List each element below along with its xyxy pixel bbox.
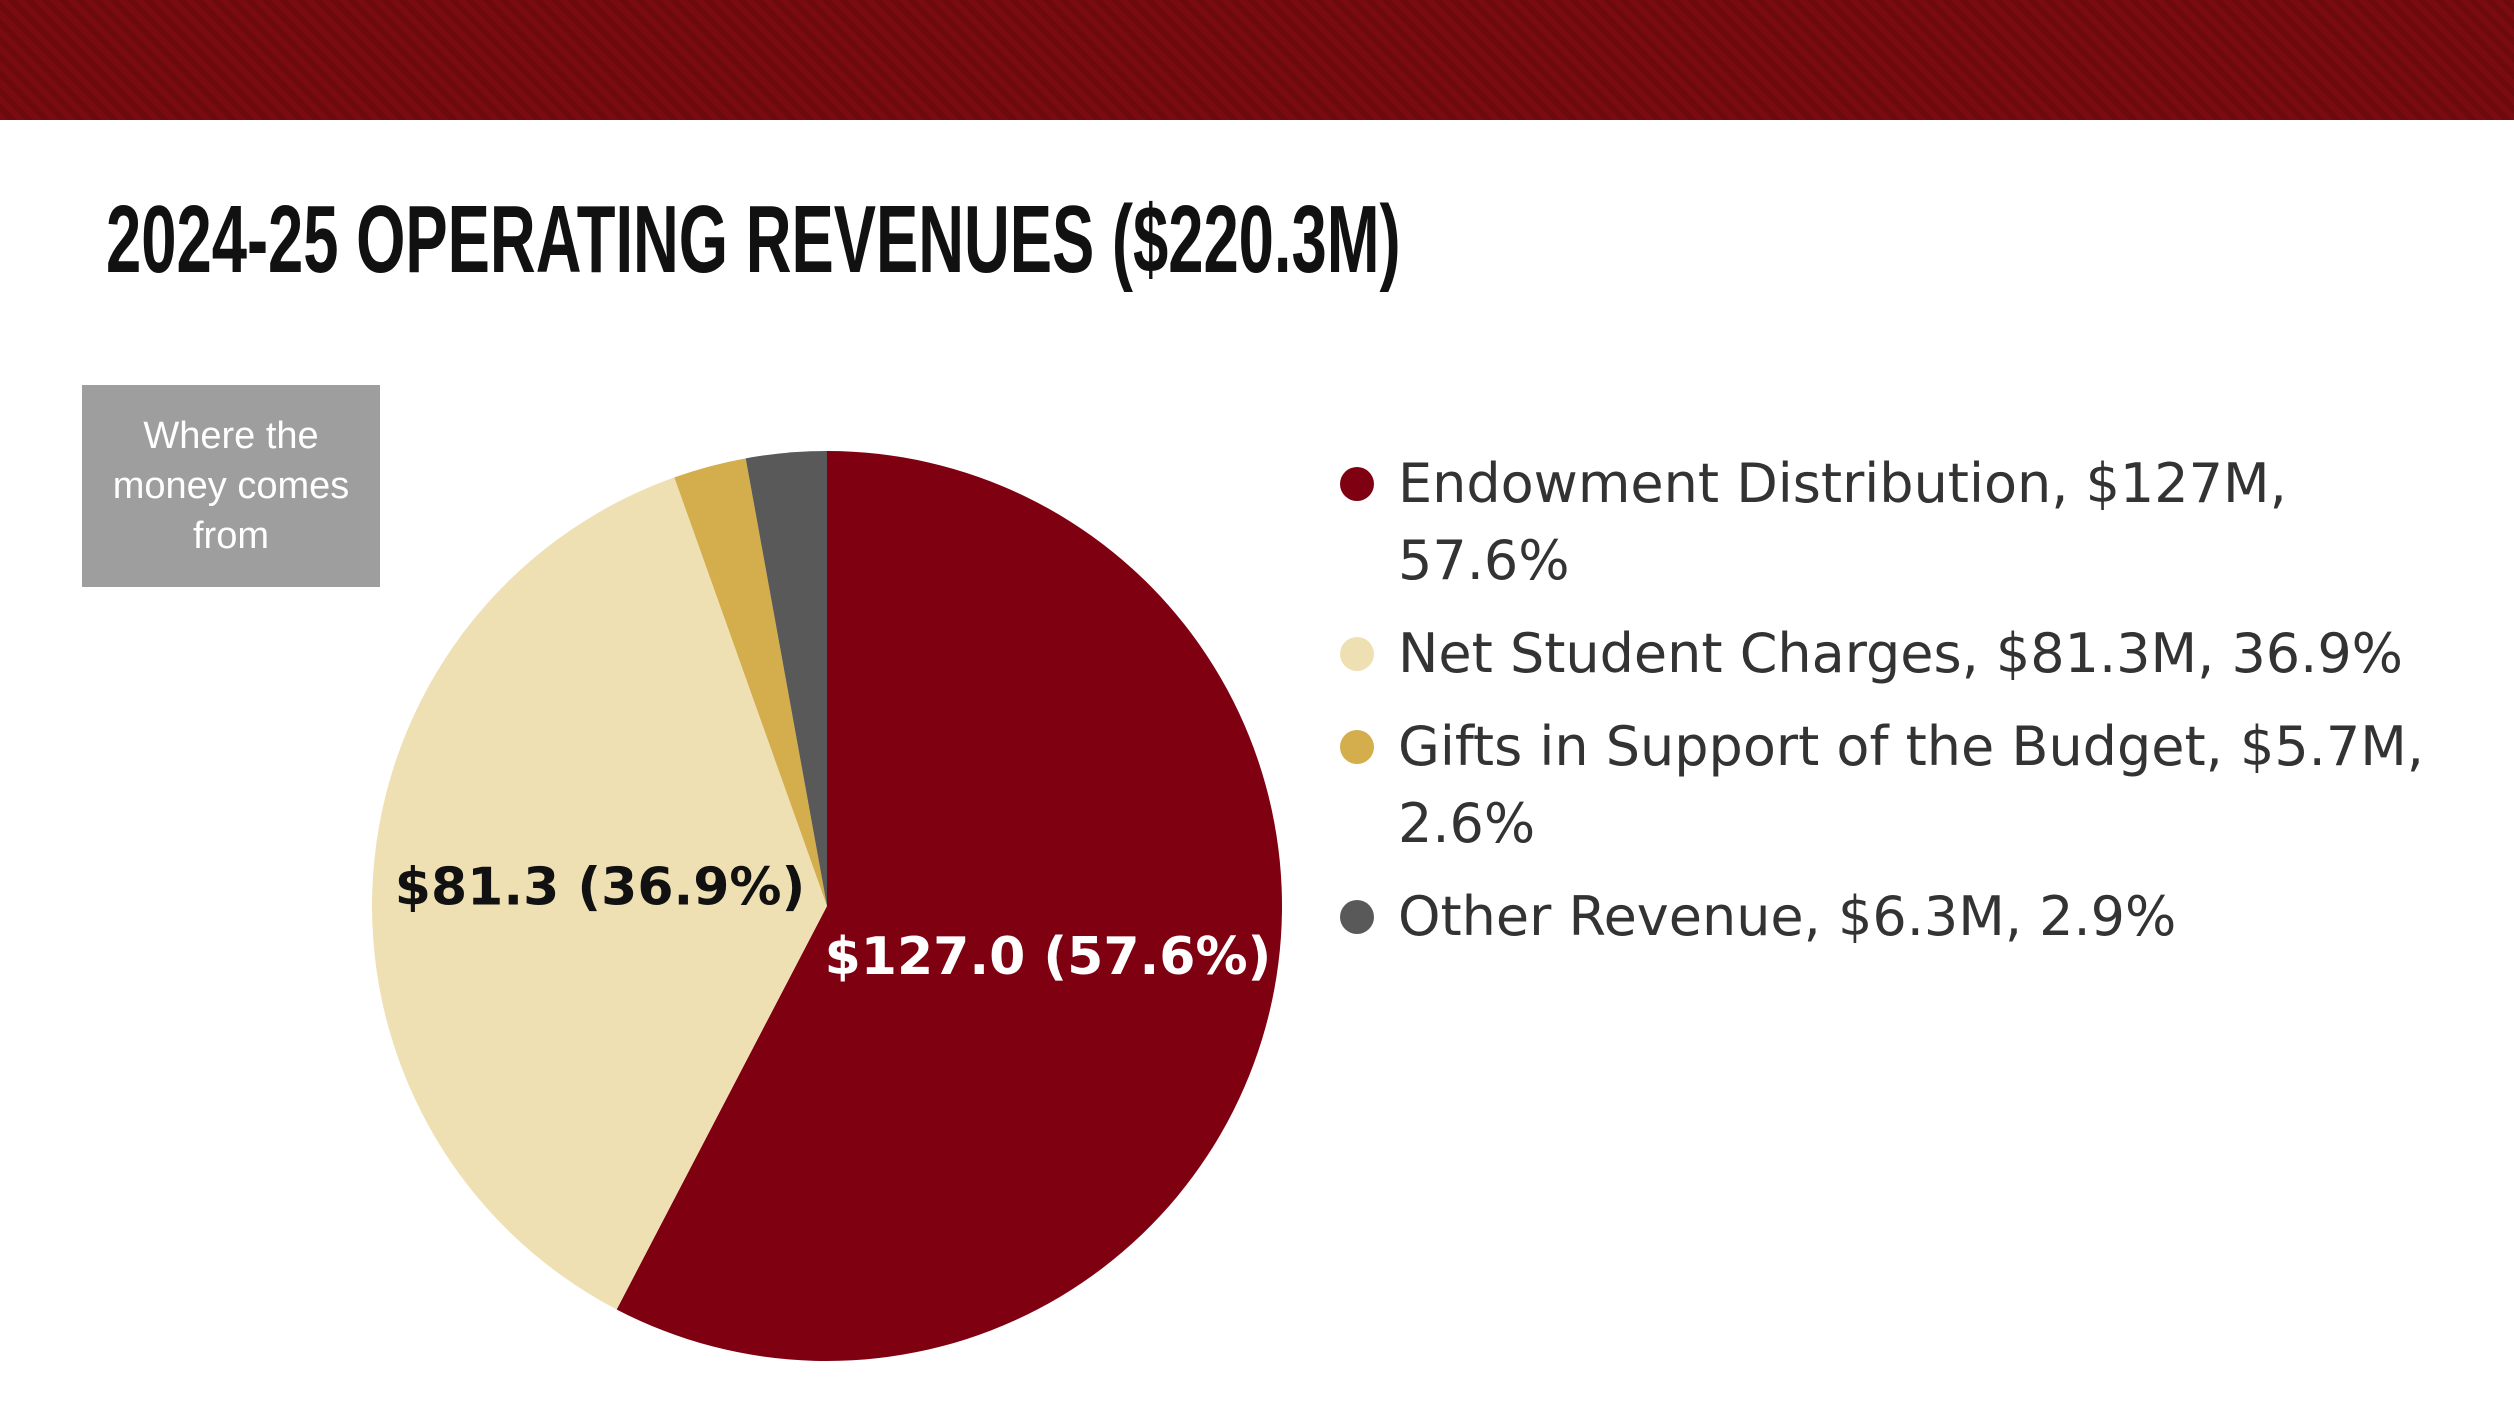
- banner: [0, 0, 2514, 120]
- legend-item: Gifts in Support of the Budget, $5.7M, 2…: [1340, 708, 2460, 862]
- legend-item: Net Student Charges, $81.3M, 36.9%: [1340, 615, 2460, 692]
- legend: Endowment Distribution, $127M, 57.6% Net …: [1340, 445, 2460, 971]
- legend-label: Gifts in Support of the Budget, $5.7M, 2…: [1398, 715, 2424, 855]
- legend-label: Endowment Distribution, $127M, 57.6%: [1398, 452, 2287, 592]
- legend-item: Other Revenue, $6.3M, 2.9%: [1340, 878, 2460, 955]
- chart-title: 2024-25 OPERATING REVENUES ($220.3M): [106, 186, 1401, 293]
- data-label: $81.3 (36.9%): [395, 857, 806, 917]
- note: Where the money comes from: [112, 415, 350, 557]
- pie-slice: [745, 451, 827, 906]
- pie-slice: [674, 458, 827, 906]
- pie-slice: [616, 451, 1282, 1361]
- legend-marker: [1340, 900, 1374, 934]
- legend-marker: [1340, 637, 1374, 671]
- legend-item: Endowment Distribution, $127M, 57.6%: [1340, 445, 2460, 599]
- data-label: $127.0 (57.6%): [825, 927, 1272, 987]
- legend-marker: [1340, 730, 1374, 764]
- legend-marker: [1340, 467, 1374, 501]
- note-box: Where the money comes from: [82, 385, 380, 587]
- legend-label: Net Student Charges, $81.3M, 36.9%: [1398, 622, 2403, 685]
- legend-label: Other Revenue, $6.3M, 2.9%: [1398, 885, 2177, 948]
- pie-slice: [372, 477, 827, 1310]
